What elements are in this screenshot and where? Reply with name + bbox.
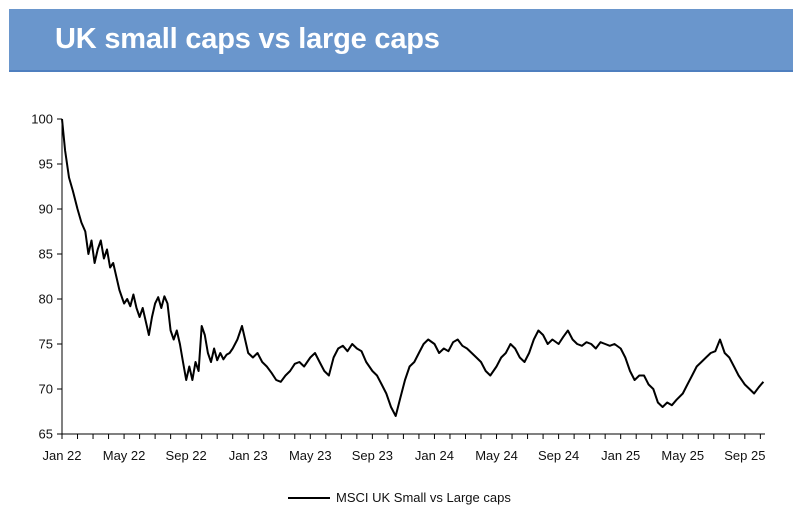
y-tick-label: 90	[39, 202, 53, 217]
x-tick-label: Jan 22	[42, 448, 81, 463]
y-tick-label: 100	[31, 112, 53, 127]
y-tick-label: 95	[39, 157, 53, 172]
x-tick-label: Sep 22	[166, 448, 207, 463]
x-tick-label: Jan 25	[601, 448, 640, 463]
x-tick-label: Jan 23	[229, 448, 268, 463]
legend-line-swatch	[288, 496, 330, 499]
legend: MSCI UK Small vs Large caps	[288, 490, 511, 505]
title-band: UK small caps vs large caps	[9, 9, 793, 72]
x-tick-label: Sep 24	[538, 448, 579, 463]
x-tick-label: Jan 24	[415, 448, 454, 463]
y-tick-label: 75	[39, 337, 53, 352]
x-tick-label: May 24	[475, 448, 518, 463]
series-line	[61, 118, 765, 417]
y-tick-label: 65	[39, 427, 53, 442]
x-tick-label: May 23	[289, 448, 332, 463]
chart-title: UK small caps vs large caps	[55, 23, 440, 55]
y-tick-label: 85	[39, 247, 53, 262]
x-tick-label: May 25	[661, 448, 704, 463]
x-tick-label: Sep 25	[724, 448, 765, 463]
x-tick-label: May 22	[103, 448, 146, 463]
y-tick-label: 70	[39, 382, 53, 397]
y-tick-label: 80	[39, 292, 53, 307]
x-tick-label: Sep 23	[352, 448, 393, 463]
legend-label: MSCI UK Small vs Large caps	[336, 490, 511, 505]
